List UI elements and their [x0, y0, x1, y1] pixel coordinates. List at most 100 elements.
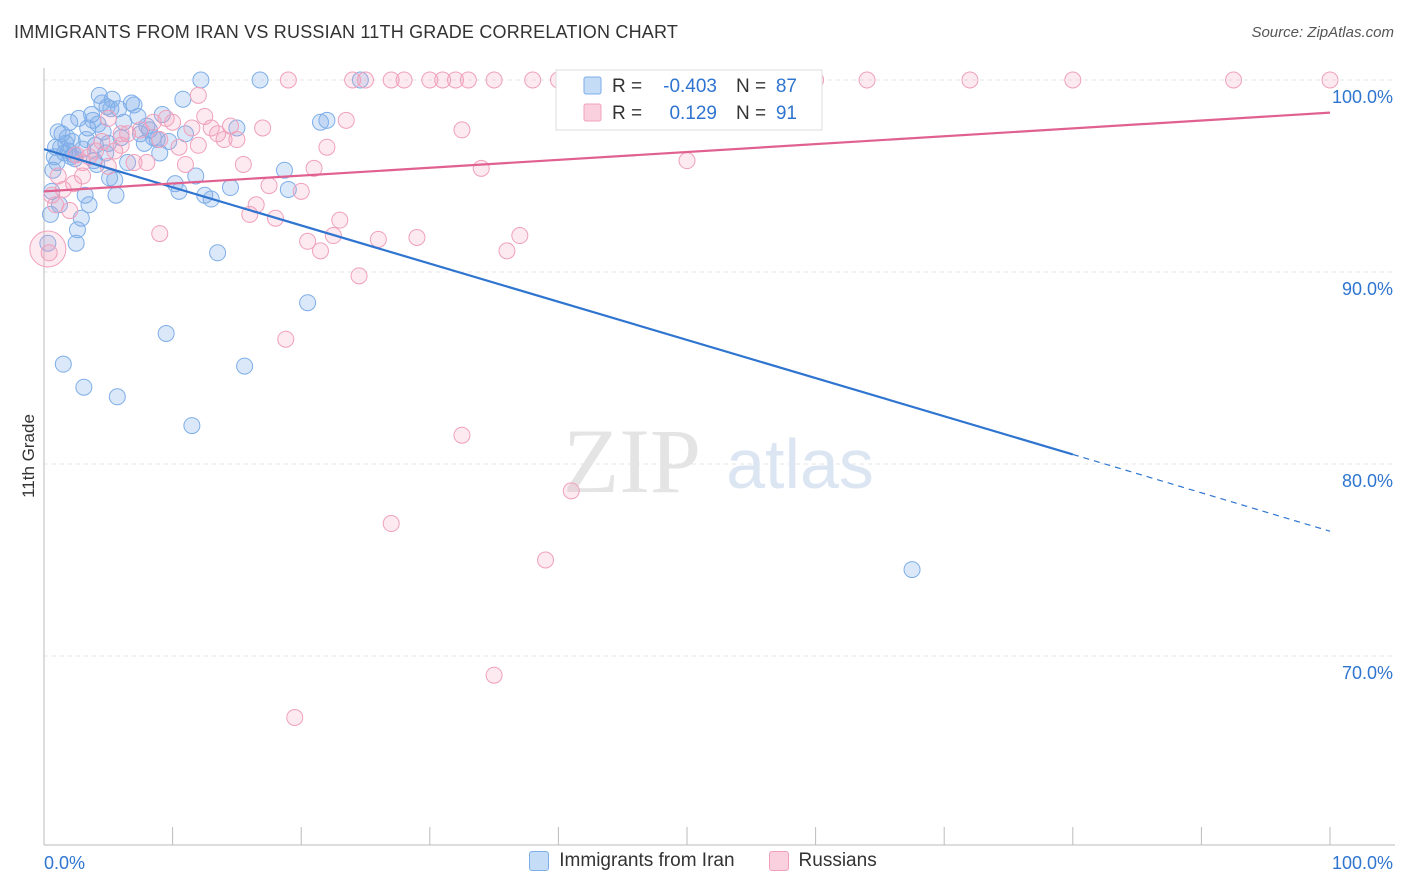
legend-label-russians: Russians [798, 850, 877, 871]
chart-source: Source: ZipAtlas.com [1251, 24, 1394, 41]
point-russians-90 [65, 175, 83, 193]
point-russians-24 [183, 119, 201, 137]
point-russians-48 [350, 267, 368, 285]
point-iran-23 [83, 106, 101, 124]
point-russians-45 [331, 211, 349, 229]
point-iran-12 [61, 113, 79, 131]
trend-lines [43, 111, 1331, 532]
point-russians-42 [311, 242, 329, 260]
point-russians-52 [395, 71, 413, 89]
point-iran-52 [187, 167, 205, 185]
point-russians-38 [279, 71, 297, 89]
point-russians-2 [47, 196, 65, 214]
point-russians-76 [1321, 71, 1339, 89]
point-russians-73 [961, 71, 979, 89]
x-tick-label-1: 100.0% [1332, 853, 1393, 873]
point-russians-18 [144, 113, 162, 131]
point-russians-41 [305, 159, 323, 177]
point-iran-80 [84, 111, 102, 129]
legend-swatch-iran [583, 76, 602, 95]
point-russians-82 [562, 482, 580, 500]
point-iran-86 [151, 144, 169, 162]
point-iran-67 [157, 324, 175, 342]
point-russians-40 [299, 232, 317, 250]
y-tick-label-1: 90.0% [1342, 279, 1393, 299]
point-russians-74 [1064, 71, 1082, 89]
point-russians-75 [1225, 71, 1243, 89]
point-russians-21 [164, 113, 182, 131]
point-iran-63 [318, 111, 336, 129]
point-iran-62 [311, 113, 329, 131]
point-russians-43 [318, 138, 336, 156]
point-iran-60 [279, 180, 297, 198]
point-russians-88 [112, 125, 130, 143]
point-iran-34 [103, 90, 121, 108]
point-russians-60 [485, 71, 503, 89]
legend-item-russians[interactable]: Russians [768, 850, 877, 872]
trend-line-russians [43, 111, 1331, 193]
point-russians-56 [447, 71, 465, 89]
point-russians-53 [408, 228, 426, 246]
data-points [29, 71, 1339, 726]
point-russians-57 [453, 121, 471, 139]
point-russians-50 [369, 230, 387, 248]
point-russians-55 [434, 71, 452, 89]
legend-r-value-2: 0.129 [669, 103, 717, 124]
point-russians-25 [189, 136, 207, 154]
correlation-legend: R = -0.403 N = 87 R = 0.129 N = 91 [555, 69, 823, 131]
watermark-atlas: atlas [726, 425, 874, 503]
point-iran-78 [192, 71, 210, 89]
point-iran-59 [275, 161, 293, 179]
point-russians-9 [86, 142, 104, 160]
point-russians-39 [292, 182, 310, 200]
point-iran-55 [209, 244, 227, 262]
point-russians-16 [131, 121, 149, 139]
point-russians-36 [260, 177, 278, 195]
point-iran-57 [228, 119, 246, 137]
point-russians-14 [119, 125, 137, 143]
legend-swatch-russians [583, 103, 602, 122]
legend-n-label-2: N = [736, 103, 766, 124]
point-russians-62 [511, 227, 529, 245]
point-iran-56 [221, 179, 239, 197]
legend-n-label-1: N = [736, 76, 766, 97]
point-russians-3 [49, 167, 67, 185]
legend-marker-iran [529, 851, 550, 871]
point-iran-15 [67, 234, 85, 252]
y-tick-label-3: 70.0% [1342, 663, 1393, 683]
legend-marker-russians [768, 851, 789, 871]
point-russians-17 [138, 154, 156, 172]
legend-label-iran: Immigrants from Iran [559, 850, 735, 871]
legend-r-label-2: R = [612, 103, 642, 124]
point-russians-59 [472, 159, 490, 177]
point-russians-86 [286, 708, 304, 726]
trend-line-iran-extension [1072, 453, 1331, 532]
point-iran-68 [183, 417, 201, 435]
point-iran-64 [54, 355, 72, 373]
legend-item-iran[interactable]: Immigrants from Iran [529, 850, 735, 872]
point-russians-0 [40, 244, 58, 262]
tick-labels: 100.0% 90.0% 80.0% 70.0% 0.0% 100.0% [44, 87, 1393, 873]
point-iran-20 [76, 186, 94, 204]
point-russians-49 [357, 71, 374, 89]
point-russians-78 [151, 225, 169, 243]
point-russians-83 [382, 515, 400, 533]
point-russians-10 [93, 132, 111, 150]
point-russians-54 [421, 71, 439, 89]
legend-r-label-1: R = [612, 76, 642, 97]
legend-n-value-1: 87 [776, 76, 797, 97]
point-russians-31 [228, 131, 246, 149]
chart-title: IMMIGRANTS FROM IRAN VS RUSSIAN 11TH GRA… [14, 22, 679, 42]
point-russians-77 [678, 152, 696, 170]
series-legend: Immigrants from Iran Russians [0, 850, 1406, 872]
axes [43, 68, 1395, 846]
point-russians-63 [524, 71, 542, 89]
point-russians-19 [151, 131, 169, 149]
point-russians-58 [459, 71, 477, 89]
watermark: ZIP atlas [563, 410, 874, 512]
point-russians-32 [234, 155, 252, 173]
legend-n-value-2: 91 [776, 103, 797, 124]
point-iran-61 [299, 294, 317, 312]
point-iran-85 [57, 134, 75, 152]
